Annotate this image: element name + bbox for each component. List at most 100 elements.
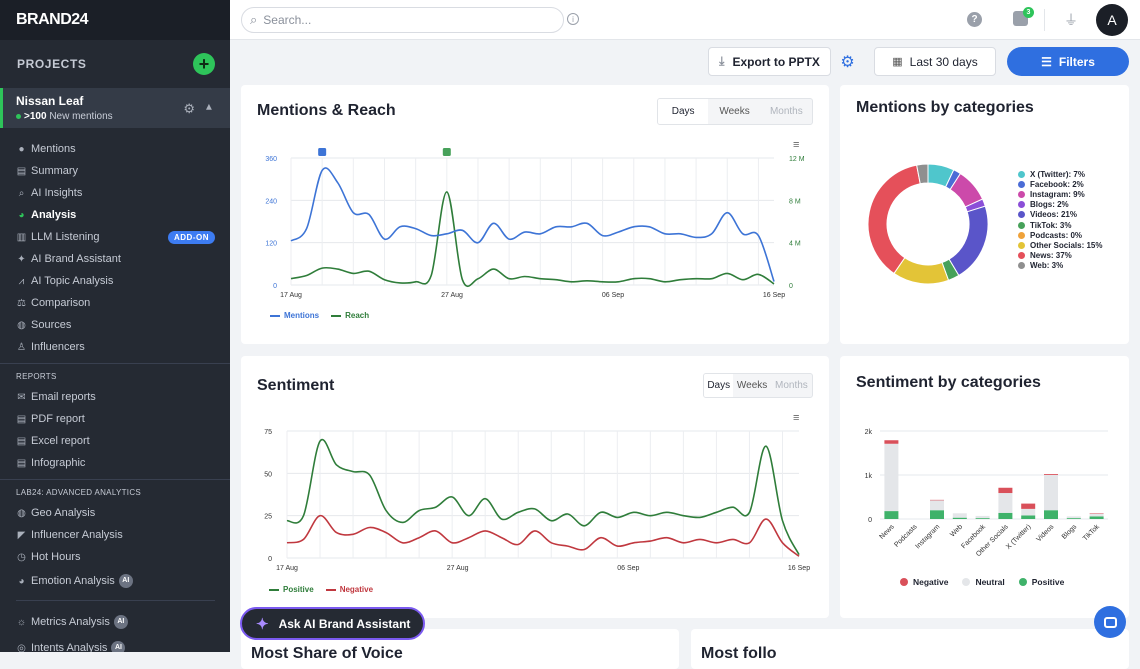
nav-metrics-analysis[interactable]: ☼ Metrics Analysis AI xyxy=(0,609,230,635)
legend-color-dot xyxy=(1018,170,1025,178)
tab-weeks[interactable]: Weeks xyxy=(719,106,750,117)
top-bar: ⌕ i ? 3 ⏚ A xyxy=(230,0,1140,40)
sentiment-chart: 0 25 50 75 17 Aug 27 Aug 06 Sep 16 Sep xyxy=(264,429,810,572)
legend-label: X (Twitter): 7% xyxy=(1030,169,1085,179)
y-right-tick-label: 12 M xyxy=(789,156,805,163)
nav-analysis[interactable]: ◕ Analysis xyxy=(0,204,230,226)
chart-menu-icon[interactable]: ≡ xyxy=(793,139,800,151)
chat-support-button[interactable] xyxy=(1094,606,1126,638)
y-right-tick-label: 8 M xyxy=(789,198,801,205)
nav-mentions[interactable]: ● Mentions xyxy=(0,138,230,160)
legend-item[interactable]: Facebook: 2% xyxy=(1018,179,1102,189)
legend-item[interactable]: Web: 3% xyxy=(1018,261,1102,271)
legend-negative[interactable]: Negative xyxy=(325,585,373,594)
settings-gear-icon[interactable]: ⚙ xyxy=(840,53,855,71)
legend-item[interactable]: Instagram: 9% xyxy=(1018,189,1102,199)
chevron-up-icon[interactable]: ▼ xyxy=(204,101,214,112)
legend-label: TikTok: 3% xyxy=(1030,220,1072,230)
brand-logo[interactable]: BRAND24 xyxy=(16,11,89,28)
y-left-tick-label: 240 xyxy=(265,198,277,205)
filters-button[interactable]: ☰ Filters xyxy=(1007,47,1129,76)
legend-item[interactable]: Podcasts: 0% xyxy=(1018,230,1102,240)
export-pptx-button[interactable]: ⤓ Export to PPTX xyxy=(708,47,831,76)
legend-item[interactable]: Blogs: 2% xyxy=(1018,200,1102,210)
search-input[interactable] xyxy=(263,13,544,27)
nav-ai-insights[interactable]: ⌕ AI Insights xyxy=(0,182,230,204)
nav-infographic[interactable]: ▤ Infographic xyxy=(16,457,86,469)
legend-item[interactable]: Other Socials: 15% xyxy=(1018,240,1102,250)
legend-label: Web: 3% xyxy=(1030,261,1064,271)
y-tick-label: 0 xyxy=(868,517,872,524)
search-box[interactable]: ⌕ xyxy=(241,7,564,33)
legend-mentions[interactable]: Mentions xyxy=(270,311,319,320)
legend-neutral[interactable]: Neutral xyxy=(962,577,1005,587)
scales-icon: ⚖ xyxy=(17,297,26,309)
tab-months[interactable]: Months xyxy=(769,106,803,117)
tab-weeks[interactable]: Weeks xyxy=(736,380,768,391)
mentions-by-categories-card: Mentions by categories X (Twitter): 7% Fa… xyxy=(840,85,1129,344)
legend-reach[interactable]: Reach xyxy=(331,311,369,320)
tab-days[interactable]: Days xyxy=(658,99,709,124)
ask-ai-brand-assistant-button[interactable]: ✦ Ask AI Brand Assistant xyxy=(240,607,425,640)
nav-sources[interactable]: ◍ Sources xyxy=(17,319,72,331)
nav-ai-brand-assistant[interactable]: ✦ AI Brand Assistant xyxy=(17,253,121,265)
legend-item[interactable]: Videos: 21% xyxy=(1018,210,1102,220)
sentiment-title: Sentiment xyxy=(257,377,335,394)
donut-slice xyxy=(916,163,929,185)
nav-intents-analysis[interactable]: ◎ Intents Analysis AI xyxy=(0,635,230,652)
bar-segment-negative xyxy=(1021,503,1036,509)
negative-series-line xyxy=(286,514,800,557)
nav-emotion-analysis[interactable]: ◕ Emotion Analysis AI xyxy=(0,568,230,594)
project-mentions: >100 New mentions xyxy=(16,111,230,122)
bar-segment-positive xyxy=(1089,516,1104,519)
plug-icon[interactable]: ⏚ xyxy=(1064,12,1078,28)
legend-positive[interactable]: Positive xyxy=(269,585,314,594)
legend-item[interactable]: X (Twitter): 7% xyxy=(1018,169,1102,179)
addon-badge: ADD-ON xyxy=(168,231,215,244)
legend-positive[interactable]: Positive xyxy=(1018,577,1064,587)
lab-nav-2: ☼ Metrics Analysis AI ◎ Intents Analysis AI xyxy=(0,609,230,652)
avatar[interactable]: A xyxy=(1096,4,1128,36)
nav-pdf-report[interactable]: ▤ PDF report xyxy=(16,413,85,425)
project-settings-gear-icon[interactable]: ⚙ xyxy=(183,101,195,116)
project-item[interactable]: Nissan Leaf >100 New mentions ⚙ ▼ xyxy=(0,88,230,128)
nav-llm-listening[interactable]: ▥ LLM Listening ADD-ON xyxy=(0,226,230,248)
legend-item[interactable]: News: 37% xyxy=(1018,251,1102,261)
info-icon[interactable]: i xyxy=(567,13,579,25)
y-left-tick-label: 0 xyxy=(273,283,277,290)
legend-item[interactable]: TikTok: 3% xyxy=(1018,220,1102,230)
y-tick-label: 0 xyxy=(268,556,272,563)
nav-influencer-analysis[interactable]: ◤ Influencer Analysis xyxy=(17,529,123,541)
date-range-button[interactable]: ▦ Last 30 days xyxy=(874,47,996,76)
pie-chart-icon: ◕ xyxy=(18,575,25,587)
chart-menu-icon[interactable]: ≡ xyxy=(793,412,800,424)
legend-label: Other Socials: 15% xyxy=(1030,240,1103,250)
nav-email-reports[interactable]: ✉ Email reports xyxy=(17,391,96,403)
nav-influencers[interactable]: ♙ Influencers xyxy=(17,341,85,353)
nav-hot-hours[interactable]: ◷ Hot Hours xyxy=(17,551,81,563)
tab-days[interactable]: Days xyxy=(704,374,734,397)
legend-negative[interactable]: Negative xyxy=(900,577,948,587)
person-icon: ♙ xyxy=(17,341,26,353)
legend-color-dot xyxy=(1018,252,1025,260)
nav-geo-analysis[interactable]: ◍ Geo Analysis xyxy=(17,507,96,519)
mentions-series-line xyxy=(290,167,775,282)
add-project-button[interactable]: + xyxy=(193,53,215,75)
nav-excel-report[interactable]: ▤ Excel report xyxy=(16,435,90,447)
help-icon[interactable]: ? xyxy=(967,12,982,27)
sidebar: BRAND24 PROJECTS + Nissan Leaf >100 New … xyxy=(0,0,230,652)
legend-color-dot xyxy=(1018,180,1025,188)
x-tick-label: 06 Sep xyxy=(602,292,624,299)
x-tick-label: 17 Aug xyxy=(280,292,302,299)
download-icon: ⤓ xyxy=(719,54,725,68)
nav-summary[interactable]: ▤ Summary xyxy=(16,165,79,177)
nav-ai-topic-analysis[interactable]: ⩘ AI Topic Analysis xyxy=(0,270,230,292)
nav-comparison[interactable]: ⚖ Comparison xyxy=(17,297,91,309)
legend-color-dot xyxy=(1018,221,1025,229)
bar-segment-positive xyxy=(884,511,899,519)
x-tick-label: X (Twitter) xyxy=(1005,523,1032,550)
mentions-by-categories-title: Mentions by categories xyxy=(856,99,1034,116)
excel-file-icon: ▤ xyxy=(16,435,27,447)
tab-months[interactable]: Months xyxy=(774,380,808,391)
bar-segment-neutral xyxy=(884,443,899,512)
